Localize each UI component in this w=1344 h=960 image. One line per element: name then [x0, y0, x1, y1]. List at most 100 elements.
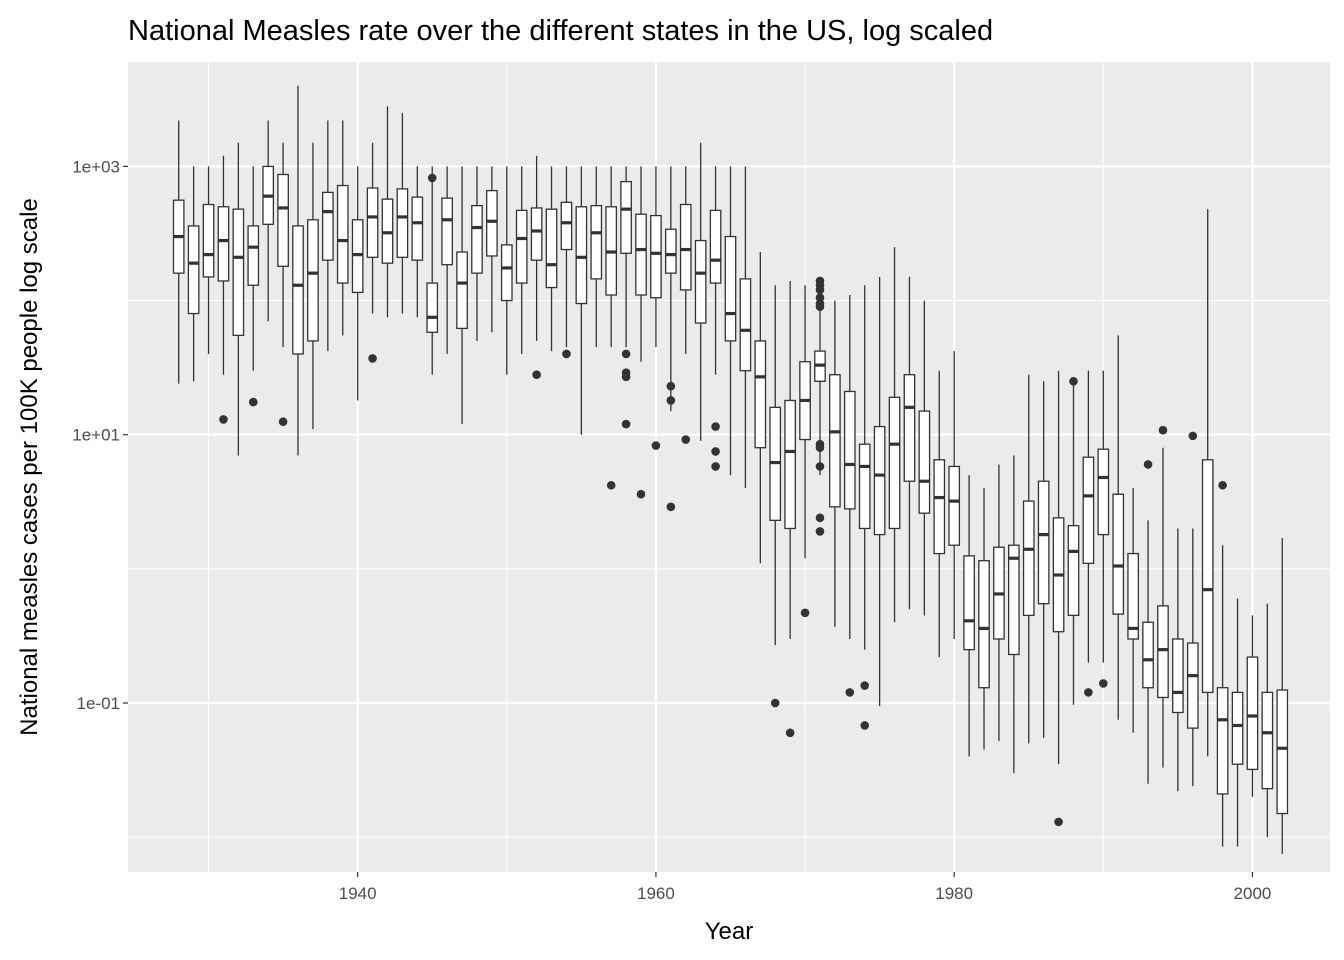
box-1977 [903, 276, 916, 610]
box-1973 [843, 294, 856, 697]
box-1931 [217, 155, 230, 424]
box-iqr [247, 225, 260, 286]
box-iqr [366, 187, 379, 258]
box-iqr [590, 204, 603, 280]
box-iqr [1082, 456, 1095, 564]
outlier-point [219, 415, 228, 424]
box-1949 [486, 166, 498, 333]
outlier-point [1099, 679, 1108, 688]
outlier-point [666, 396, 676, 405]
box-1935 [277, 142, 289, 427]
outlier-point [278, 417, 288, 427]
x-axis-title: Year [705, 918, 754, 945]
outlier-point [681, 435, 691, 444]
outlier-point [815, 302, 825, 311]
box-1941 [366, 142, 379, 363]
box-1959 [635, 166, 647, 499]
box-iqr [500, 244, 513, 302]
outlier-point [815, 462, 825, 471]
outlier-point [815, 513, 825, 523]
outlier-point [860, 681, 870, 690]
box-iqr [1067, 524, 1080, 617]
box-1936 [292, 85, 304, 456]
outlier-point [666, 502, 676, 512]
box-1939 [336, 120, 349, 336]
box-1951 [515, 166, 528, 354]
box-iqr [1127, 552, 1139, 640]
x-tick-label: 2000 [1234, 884, 1272, 903]
box-iqr [1022, 500, 1035, 617]
box-1945 [426, 166, 439, 375]
box-1988 [1067, 377, 1080, 705]
box-1967 [754, 252, 767, 564]
box-iqr [292, 225, 304, 355]
box-1996 [1186, 431, 1199, 787]
box-1956 [590, 166, 603, 348]
outlier-point [248, 397, 258, 407]
outlier-point [1054, 817, 1063, 827]
outlier-point [770, 698, 780, 708]
outlier-point [800, 608, 810, 618]
box-iqr [1261, 691, 1274, 790]
box-1934 [262, 120, 275, 322]
box-1928 [172, 120, 185, 384]
box-1950 [500, 166, 513, 375]
box-1968 [769, 285, 782, 708]
box-iqr [530, 207, 543, 261]
box-1966 [739, 166, 752, 489]
outlier-point [1143, 460, 1153, 469]
box-1979 [933, 370, 946, 658]
box-1984 [1007, 455, 1020, 774]
chart-title: National Measles rate over the different… [128, 15, 993, 47]
outlier-point [1188, 431, 1198, 441]
box-1930 [202, 166, 215, 354]
box-1942 [381, 106, 394, 318]
box-iqr [933, 459, 946, 555]
x-tick-label: 1980 [935, 884, 973, 903]
box-iqr [888, 396, 901, 530]
box-iqr [187, 225, 200, 315]
box-1991 [1112, 335, 1125, 720]
box-iqr [903, 374, 916, 482]
outlier-point [636, 489, 646, 499]
outlier-point [562, 349, 571, 359]
box-1995 [1172, 528, 1184, 792]
box-1953 [545, 166, 558, 352]
outlier-point [711, 422, 720, 431]
box-iqr [456, 251, 468, 330]
outlier-point [785, 728, 795, 738]
box-iqr [336, 184, 349, 284]
box-1999 [1231, 598, 1244, 847]
box-1948 [471, 166, 483, 341]
box-iqr [1112, 493, 1125, 615]
box-iqr [486, 189, 498, 257]
box-1932 [232, 142, 245, 456]
box-iqr [1216, 687, 1229, 795]
outlier-point [711, 447, 720, 456]
outlier-point [368, 354, 377, 363]
outlier-point [621, 349, 631, 359]
box-iqr [426, 282, 439, 333]
box-iqr [277, 173, 289, 267]
box-1963 [694, 142, 707, 441]
box-1978 [918, 300, 931, 616]
y-tick-label: 1e+01 [72, 426, 120, 445]
box-1943 [396, 113, 409, 314]
outlier-point [1218, 480, 1227, 490]
box-iqr [754, 340, 767, 449]
box-iqr [963, 555, 975, 651]
box-1929 [187, 166, 200, 382]
box-iqr [635, 213, 647, 296]
box-iqr [381, 198, 394, 264]
x-tick-label: 1940 [339, 884, 377, 903]
y-tick-label: 1e-01 [77, 694, 120, 713]
box-1989 [1082, 370, 1095, 697]
box-iqr [948, 465, 961, 546]
box-iqr [873, 425, 886, 536]
box-iqr [1186, 642, 1199, 729]
box-1974 [858, 285, 871, 730]
box-1994 [1157, 425, 1169, 768]
box-iqr [545, 208, 558, 289]
box-2000 [1246, 615, 1259, 797]
